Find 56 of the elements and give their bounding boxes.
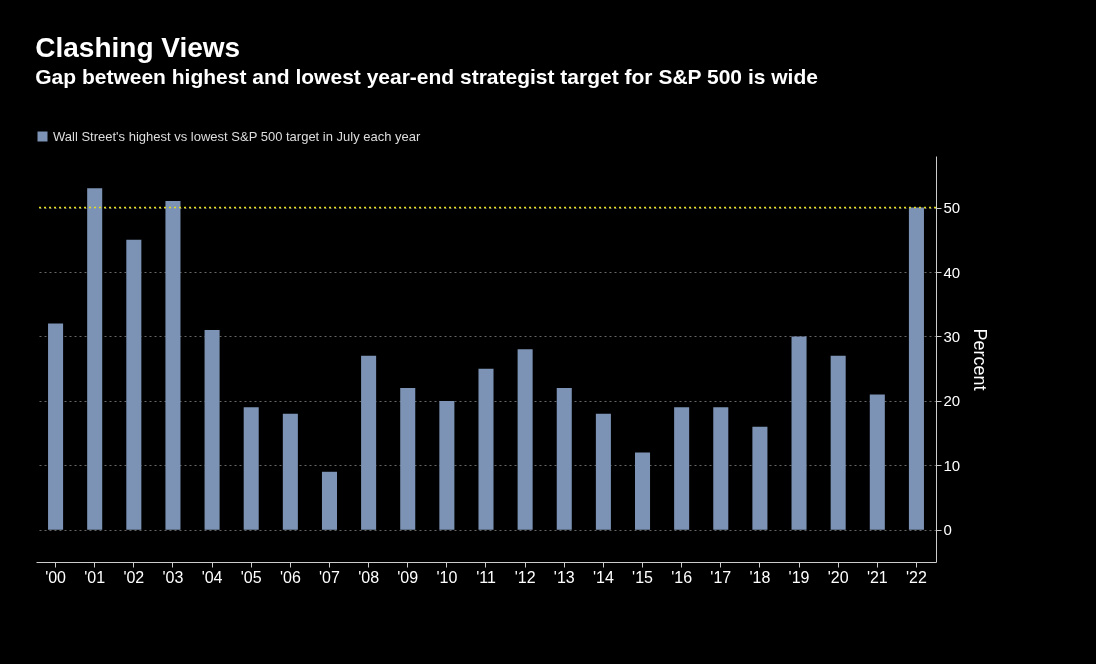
x-tick-label: '08: [358, 568, 380, 586]
bar: [243, 407, 259, 530]
y-tick-label: 50: [943, 199, 961, 217]
bar: [478, 368, 494, 530]
bar: [713, 407, 729, 530]
x-tick-label: '01: [84, 568, 106, 586]
x-tick-label: '07: [319, 568, 340, 586]
bar: [595, 413, 611, 530]
y-tick-label: 10: [943, 456, 961, 474]
bar: [908, 207, 924, 530]
x-tick-label: '18: [749, 568, 771, 586]
bar: [517, 349, 533, 530]
x-tick-label: '03: [162, 568, 184, 586]
x-tick-label: '00: [45, 568, 67, 586]
bar: [791, 336, 807, 530]
bar: [282, 413, 298, 530]
x-tick-label: '02: [123, 568, 145, 586]
x-tick-label: '11: [476, 568, 496, 586]
x-tick-label: '20: [827, 568, 849, 586]
x-tick-label: '04: [201, 568, 223, 586]
bar: [869, 394, 885, 530]
x-tick-label: '17: [710, 568, 732, 586]
bar: [361, 355, 377, 530]
bar: [165, 201, 181, 530]
x-tick-label: '10: [436, 568, 458, 586]
bar: [635, 452, 651, 530]
bar: [204, 330, 220, 530]
x-tick-label: '19: [788, 568, 810, 586]
y-tick-label: 0: [943, 521, 952, 539]
bar: [126, 239, 142, 530]
bar: [48, 323, 64, 530]
y-tick-label: 30: [943, 327, 961, 345]
y-tick-label: 40: [943, 263, 961, 281]
x-tick-label: '15: [632, 568, 654, 586]
bar: [400, 388, 416, 530]
x-tick-label: '13: [553, 568, 575, 586]
chart-title: Clashing Views: [35, 32, 241, 63]
x-tick-label: '12: [514, 568, 536, 586]
y-axis-title: Percent: [970, 328, 991, 391]
x-tick-label: '09: [397, 568, 419, 586]
bar: [556, 388, 572, 530]
bar: [752, 426, 768, 530]
x-tick-label: '05: [240, 568, 262, 586]
x-tick-label: '16: [671, 568, 693, 586]
x-tick-label: '22: [906, 568, 927, 586]
bar: [830, 355, 846, 530]
bar: [87, 188, 103, 530]
bar: [674, 407, 690, 530]
bar: [439, 400, 455, 530]
x-tick-label: '06: [279, 568, 301, 586]
x-tick-label: '21: [866, 568, 888, 586]
bar: [321, 471, 337, 530]
y-tick-label: 20: [943, 392, 961, 410]
legend-label: Wall Street's highest vs lowest S&P 500 target in July each year: [53, 128, 422, 144]
chart-subtitle: Gap between highest and lowest year-end strategist target for S&P 500 is wide: [35, 65, 818, 88]
x-tick-label: '14: [592, 568, 614, 586]
